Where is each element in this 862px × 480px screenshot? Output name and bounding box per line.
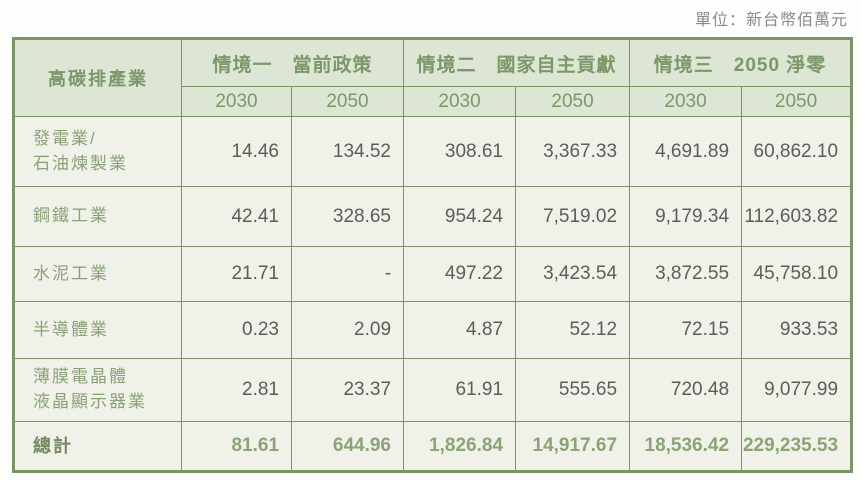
table-body: 發電業/ 石油煉製業 14.46 134.52 308.61 3,367.33 … <box>13 116 853 472</box>
year-header-s2-2030: 2030 <box>403 86 517 117</box>
cell-value: 4,691.89 <box>629 116 743 187</box>
total-value: 1,826.84 <box>403 421 517 472</box>
total-value: 229,235.53 <box>741 421 853 472</box>
scenario-3-header: 情境三 2050 淨零 <box>629 38 853 87</box>
corner-header: 高碳排產業 <box>13 38 182 117</box>
table-row-steel: 鋼鐵工業 42.41 328.65 954.24 7,519.02 9,179.… <box>13 186 853 247</box>
year-header-s3-2030: 2030 <box>629 86 743 117</box>
cell-value: 0.23 <box>181 301 292 359</box>
cell-value: 308.61 <box>403 116 517 187</box>
cell-value: 328.65 <box>290 186 405 247</box>
cell-value: 2.09 <box>290 301 405 359</box>
table-row-tft-lcd: 薄膜電晶體 液晶顯示器業 2.81 23.37 61.91 555.65 720… <box>13 358 853 422</box>
cell-value: 61.91 <box>403 358 517 422</box>
row-label: 發電業/ 石油煉製業 <box>13 116 182 187</box>
table-header: 高碳排產業 情境一 當前政策 情境二 國家自主貢獻 情境三 2050 淨零 20… <box>13 38 853 117</box>
cell-value: 3,872.55 <box>629 246 743 302</box>
year-header-s3-2050: 2050 <box>741 86 853 117</box>
cell-value: 954.24 <box>403 186 517 247</box>
cell-value: 555.65 <box>515 358 631 422</box>
cell-value: 60,862.10 <box>741 116 853 187</box>
cell-value: 4.87 <box>403 301 517 359</box>
cell-value: 21.71 <box>181 246 292 302</box>
cell-value: 134.52 <box>290 116 405 187</box>
cell-value: 23.37 <box>290 358 405 422</box>
total-value: 644.96 <box>290 421 405 472</box>
emissions-cost-table: 高碳排產業 情境一 當前政策 情境二 國家自主貢獻 情境三 2050 淨零 20… <box>12 37 854 473</box>
table-row-cement: 水泥工業 21.71 - 497.22 3,423.54 3,872.55 45… <box>13 246 853 302</box>
cell-value: 72.15 <box>629 301 743 359</box>
table-row-semiconductor: 半導體業 0.23 2.09 4.87 52.12 72.15 933.53 <box>13 301 853 359</box>
row-label: 薄膜電晶體 液晶顯示器業 <box>13 358 182 422</box>
cell-value: 3,367.33 <box>515 116 631 187</box>
total-value: 18,536.42 <box>629 421 743 472</box>
row-label: 半導體業 <box>13 301 182 359</box>
cell-value: 720.48 <box>629 358 743 422</box>
cell-value: 933.53 <box>741 301 853 359</box>
row-label: 鋼鐵工業 <box>13 186 182 247</box>
cell-value: 3,423.54 <box>515 246 631 302</box>
scenario-1-header: 情境一 當前政策 <box>180 38 405 87</box>
cell-value: 45,758.10 <box>741 246 853 302</box>
cell-value: 52.12 <box>515 301 631 359</box>
unit-note: 單位：新台幣佰萬元 <box>694 12 848 29</box>
cell-value: 2.81 <box>181 358 292 422</box>
cell-value: 7,519.02 <box>515 186 631 247</box>
cell-value: - <box>290 246 405 302</box>
year-header-s1-2030: 2030 <box>181 86 292 117</box>
scenario-2-header: 情境二 國家自主貢獻 <box>403 38 631 87</box>
cell-value: 9,179.34 <box>629 186 743 247</box>
total-value: 81.61 <box>181 421 292 472</box>
cell-value: 112,603.82 <box>741 186 853 247</box>
cell-value: 14.46 <box>181 116 292 187</box>
cell-value: 9,077.99 <box>741 358 853 422</box>
year-header-s1-2050: 2050 <box>290 86 405 117</box>
total-row: 總計 81.61 644.96 1,826.84 14,917.67 18,53… <box>13 421 853 472</box>
table-row-power-petroleum: 發電業/ 石油煉製業 14.46 134.52 308.61 3,367.33 … <box>13 116 853 187</box>
total-label: 總計 <box>13 421 182 472</box>
year-header-s2-2050: 2050 <box>515 86 631 117</box>
cell-value: 497.22 <box>403 246 517 302</box>
total-value: 14,917.67 <box>515 421 631 472</box>
cell-value: 42.41 <box>181 186 292 247</box>
row-label: 水泥工業 <box>13 246 182 302</box>
